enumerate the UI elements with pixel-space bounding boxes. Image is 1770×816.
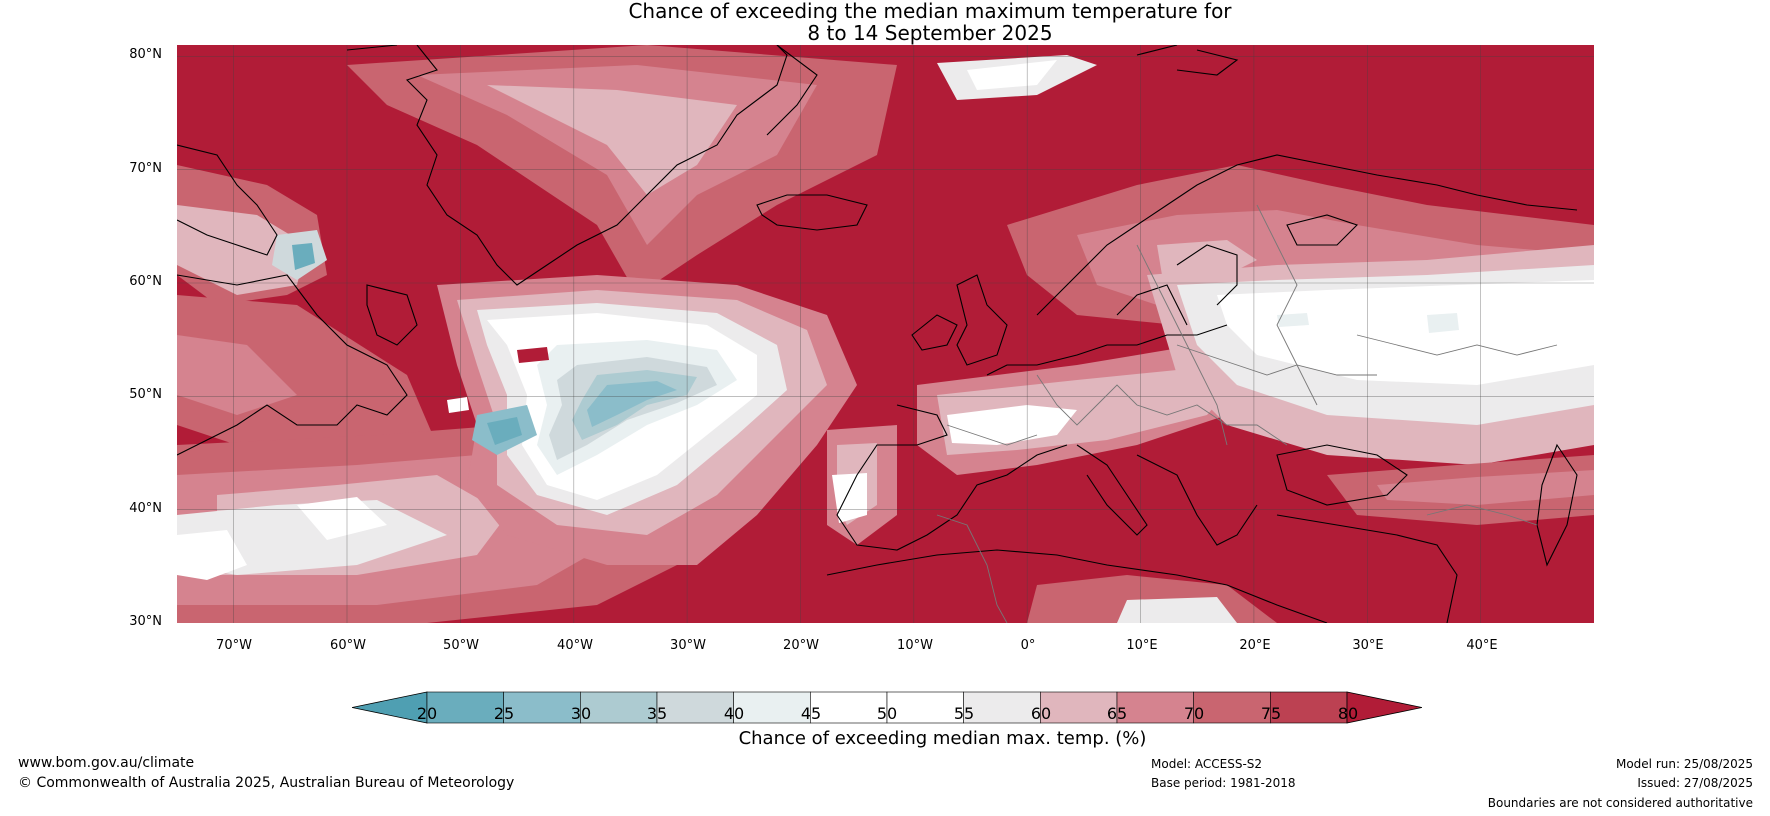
colorbar-tick: 65 [1097, 705, 1137, 723]
map-title-line1: Chance of exceeding the median maximum t… [0, 0, 1770, 23]
forecast-map-canvas [177, 45, 1594, 623]
lat-label-50n: 50°N [112, 387, 162, 403]
lat-label-40n: 40°N [112, 501, 162, 517]
forecast-map[interactable] [177, 45, 1594, 623]
colorbar-tick: 25 [484, 705, 524, 723]
lon-label-40e: 40°E [1452, 638, 1512, 654]
lon-label-30e: 30°E [1338, 638, 1398, 654]
colorbar-tick: 45 [791, 705, 831, 723]
website-link[interactable]: www.bom.gov.au/climate [18, 755, 194, 771]
boundaries-disclaimer: Boundaries are not considered authoritat… [1488, 796, 1753, 810]
copyright-text: © Commonwealth of Australia 2025, Austra… [18, 775, 514, 791]
model-name: Model: ACCESS-S2 [1151, 757, 1262, 771]
lon-label-40w: 40°W [545, 638, 605, 654]
colorbar-label: Chance of exceeding median max. temp. (%… [0, 729, 1770, 749]
lon-label-50w: 50°W [431, 638, 491, 654]
lon-label-10w: 10°W [885, 638, 945, 654]
colorbar-tick: 80 [1328, 705, 1368, 723]
lon-label-60w: 60°W [318, 638, 378, 654]
lon-label-20e: 20°E [1225, 638, 1285, 654]
colorbar-tick: 20 [407, 705, 447, 723]
base-period: Base period: 1981-2018 [1151, 776, 1296, 790]
lon-label-70w: 70°W [204, 638, 264, 654]
colorbar-tick: 55 [944, 705, 984, 723]
lat-label-30n: 30°N [112, 614, 162, 630]
lon-label-20w: 20°W [771, 638, 831, 654]
lat-label-60n: 60°N [112, 274, 162, 290]
colorbar-tick: 30 [561, 705, 601, 723]
colorbar-tick: 60 [1021, 705, 1061, 723]
lon-label-10e: 10°E [1112, 638, 1172, 654]
model-run-date: Model run: 25/08/2025 [1616, 757, 1753, 771]
issued-date: Issued: 27/08/2025 [1637, 776, 1753, 790]
colorbar-tick: 70 [1174, 705, 1214, 723]
map-title-line2: 8 to 14 September 2025 [0, 22, 1770, 45]
colorbar-tick: 75 [1251, 705, 1291, 723]
lon-label-30w: 30°W [658, 638, 718, 654]
lat-label-70n: 70°N [112, 161, 162, 177]
lat-label-80n: 80°N [112, 47, 162, 63]
lat-axis: 80°N 70°N 60°N 50°N 40°N 30°N [110, 0, 162, 650]
colorbar-tick: 40 [714, 705, 754, 723]
colorbar-tick: 35 [637, 705, 677, 723]
lon-label-0: 0° [998, 638, 1058, 654]
colorbar-tick: 50 [867, 705, 907, 723]
